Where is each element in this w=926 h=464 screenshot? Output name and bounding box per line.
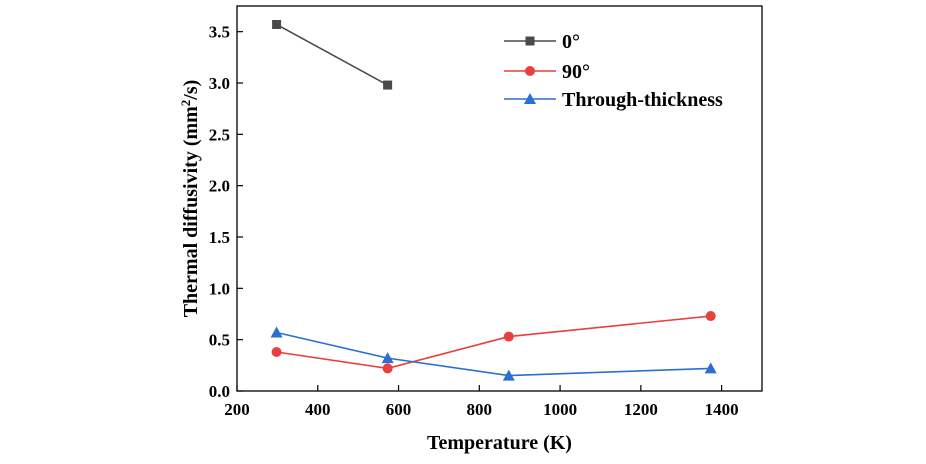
legend-label: Through-thickness: [562, 89, 723, 111]
series-triangle: [270, 326, 717, 381]
x-tick-label: 1200: [624, 400, 658, 419]
series-line-circle: [276, 315, 711, 370]
data-point-triangle: [270, 326, 283, 338]
y-axis-title-main: Thermal diffusivity (mm: [180, 106, 202, 317]
y-tick-label: 0.5: [209, 331, 230, 350]
series-square: [272, 19, 393, 90]
legend-item: 90°: [504, 61, 590, 83]
x-tick-label: 800: [467, 400, 493, 419]
series-line-triangle: [276, 331, 711, 377]
data-point-circle: [503, 331, 514, 342]
legend: 0° 90° Through-thickness: [504, 31, 723, 111]
y-tick-label: 2.0: [209, 177, 230, 196]
y-axis-title: Thermal diffusivity (mm2/s): [178, 80, 202, 318]
data-point-circle: [382, 363, 393, 374]
y-tick-label: 1.0: [209, 279, 230, 298]
series-circle: [271, 311, 716, 374]
x-axis: 200 400 600 800 1000 1200 1400: [224, 385, 739, 419]
legend-marker-square: [525, 36, 535, 46]
y-tick-label: 1.5: [209, 228, 230, 247]
x-axis-title: Temperature (K): [427, 432, 572, 454]
y-axis: 0.0 0.5 1.0 1.5 2.0 2.5 3.0 3.5: [209, 23, 243, 401]
series-layer: [270, 19, 717, 381]
plot-frame: [236, 5, 763, 392]
x-tick-label: 200: [224, 400, 250, 419]
y-axis-title-superscript: 2: [178, 100, 193, 107]
legend-marker-circle: [525, 66, 535, 76]
legend-item: Through-thickness: [504, 89, 723, 111]
x-tick-label: 400: [305, 400, 331, 419]
x-tick-label: 1000: [543, 400, 577, 419]
data-point-square: [383, 80, 393, 90]
legend-label: 0°: [562, 31, 580, 53]
data-point-triangle: [381, 352, 394, 364]
data-point-square: [272, 19, 282, 29]
legend-label: 90°: [562, 61, 590, 83]
x-tick-label: 600: [386, 400, 412, 419]
data-point-triangle: [704, 362, 717, 374]
legend-marker-triangle: [524, 93, 536, 104]
data-point-triangle: [502, 369, 515, 381]
data-point-circle: [705, 311, 716, 322]
x-tick-label: 1400: [705, 400, 739, 419]
legend-item: 0°: [504, 31, 580, 53]
y-tick-label: 0.0: [209, 382, 230, 401]
y-tick-label: 3.0: [209, 74, 230, 93]
y-tick-label: 3.5: [209, 23, 230, 42]
data-point-circle: [271, 346, 282, 357]
series-line-square: [276, 23, 389, 86]
y-axis-title-unit-tail: /s): [180, 80, 202, 101]
y-tick-label: 2.5: [209, 125, 230, 144]
